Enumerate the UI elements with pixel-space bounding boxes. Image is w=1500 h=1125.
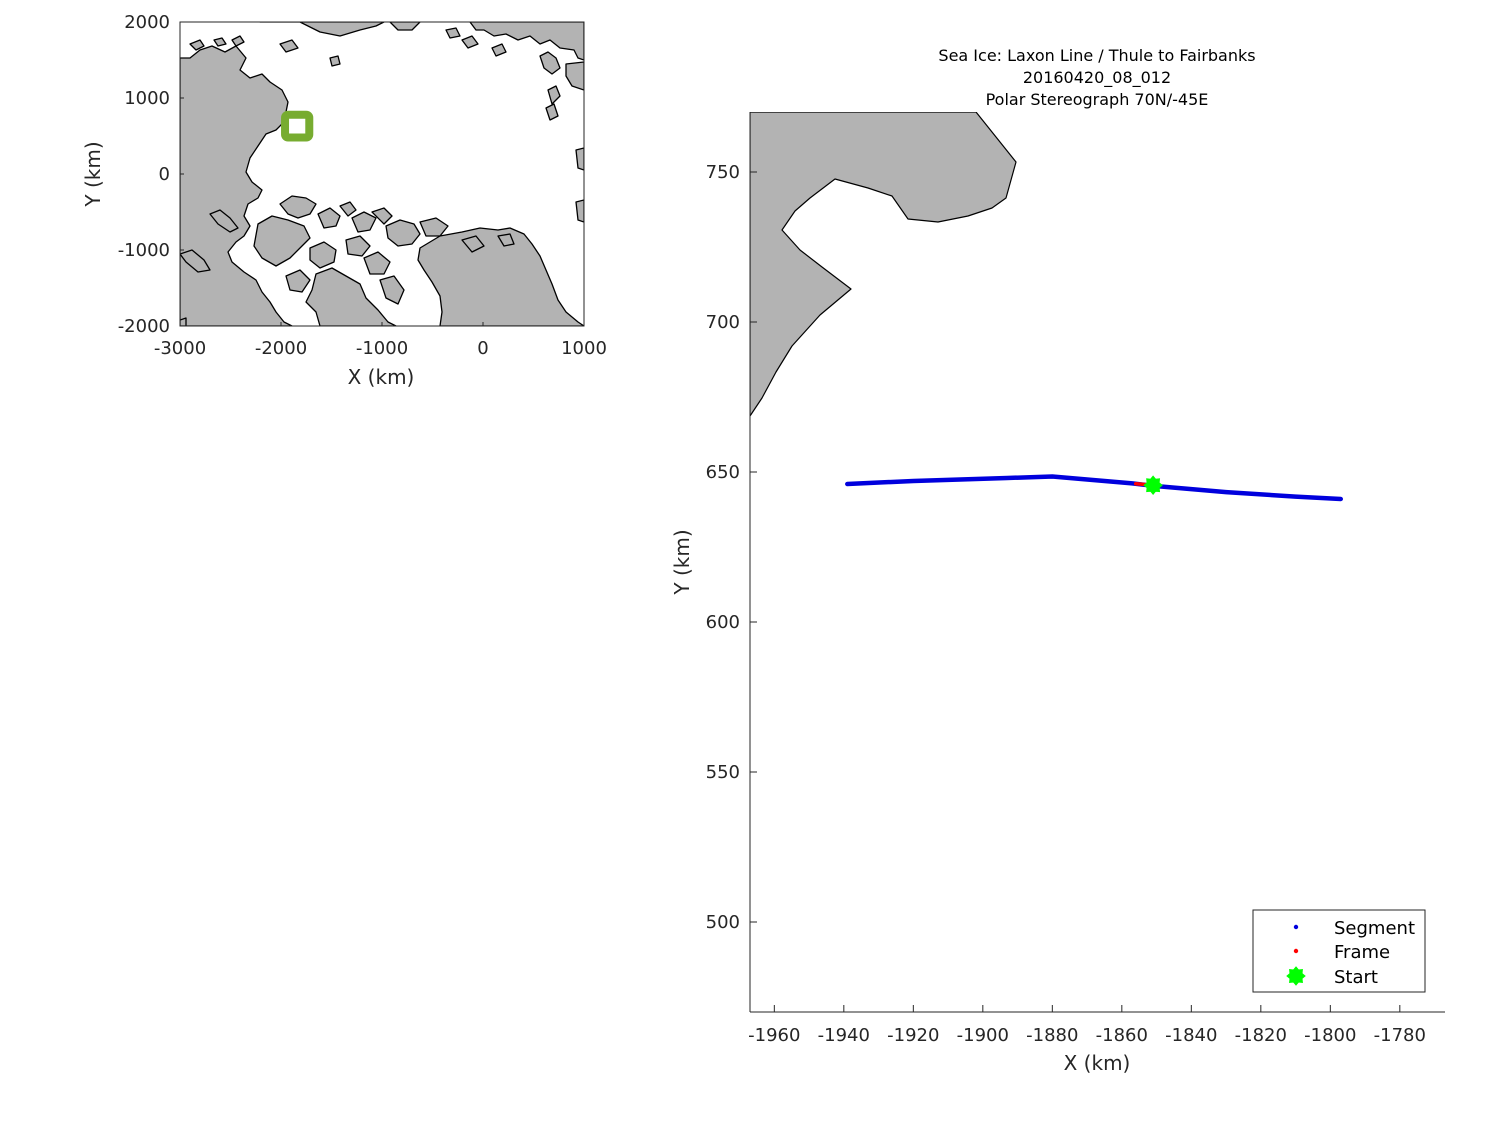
overview-y-tick-label: 2000 [124,12,170,33]
overview-y-axis-label: Y (km) [81,141,105,207]
detail-x-tick-label: -1820 [1235,1025,1287,1046]
overview-x-axis-label: X (km) [348,365,415,389]
detail-x-tick-label: -1920 [887,1025,939,1046]
detail-x-ticks: -1960 -1940 -1920 -1900 -1880 -1860 -1840 -1820… [748,1005,1426,1046]
overview-flight-marker [281,110,314,142]
legend-segment-label: Segment [1334,918,1415,939]
detail-y-tick-label: 650 [706,462,740,483]
detail-x-tick-label: -1880 [1026,1025,1078,1046]
detail-x-tick-label: -1800 [1304,1025,1356,1046]
detail-y-axis-label: Y (km) [670,529,694,595]
legend-start-label: Start [1334,967,1378,988]
start-star-marker [1143,475,1163,495]
detail-y-tick-label: 600 [706,612,740,633]
detail-y-tick-label: 750 [706,162,740,183]
detail-title-line-1: Sea Ice: Laxon Line / Thule to Fairbanks [938,46,1255,65]
detail-x-tick-label: -1940 [818,1025,870,1046]
legend-frame-marker [1293,948,1299,954]
overview-x-tick-label: -1000 [356,338,408,359]
overview-y-tick-label: 1000 [124,88,170,109]
detail-title-line-2: 20160420_08_012 [1023,68,1171,88]
legend: Segment Frame Start [1252,909,1426,993]
detail-y-tick-label: 550 [706,762,740,783]
detail-x-tick-label: -1960 [748,1025,800,1046]
detail-map: Sea Ice: Laxon Line / Thule to Fairbanks… [670,46,1445,1075]
legend-segment-marker [1293,924,1299,930]
detail-title-line-3: Polar Stereograph 70N/-45E [986,90,1209,109]
segment-track [845,474,1343,502]
detail-y-ticks: 750 700 650 600 550 500 [706,162,757,933]
detail-land-coastline [750,112,1017,417]
overview-land [180,22,584,326]
detail-x-tick-label: -1780 [1374,1025,1426,1046]
legend-start-marker [1286,966,1306,986]
overview-map: -3000 -2000 -1000 0 1000 200010000-1000-2000… [81,12,607,389]
legend-frame-label: Frame [1334,942,1390,963]
detail-x-axis-label: X (km) [1064,1051,1131,1075]
detail-x-tick-label: -1840 [1165,1025,1217,1046]
legend-box [1252,909,1426,993]
detail-x-tick-label: -1900 [957,1025,1009,1046]
detail-x-tick-label: -1860 [1096,1025,1148,1046]
overview-y-tick-label: 0 [159,164,170,185]
start-marker [1143,475,1163,495]
overview-x-ticks: -3000 -2000 -1000 0 1000 [154,322,607,359]
overview-x-tick-label: -2000 [255,338,307,359]
detail-y-tick-label: 700 [706,312,740,333]
overview-y-tick-label: -2000 [118,316,170,337]
overview-y-ticks: 2000 1000 0 -1000 -2000 [118,12,184,337]
overview-x-tick-label: -3000 [154,338,206,359]
overview-x-tick-label: 0 [477,338,488,359]
overview-y-tick-label: -1000 [118,240,170,261]
overview-x-tick-label: 1000 [561,338,607,359]
start-star-marker [1286,966,1306,986]
detail-y-tick-label: 500 [706,912,740,933]
